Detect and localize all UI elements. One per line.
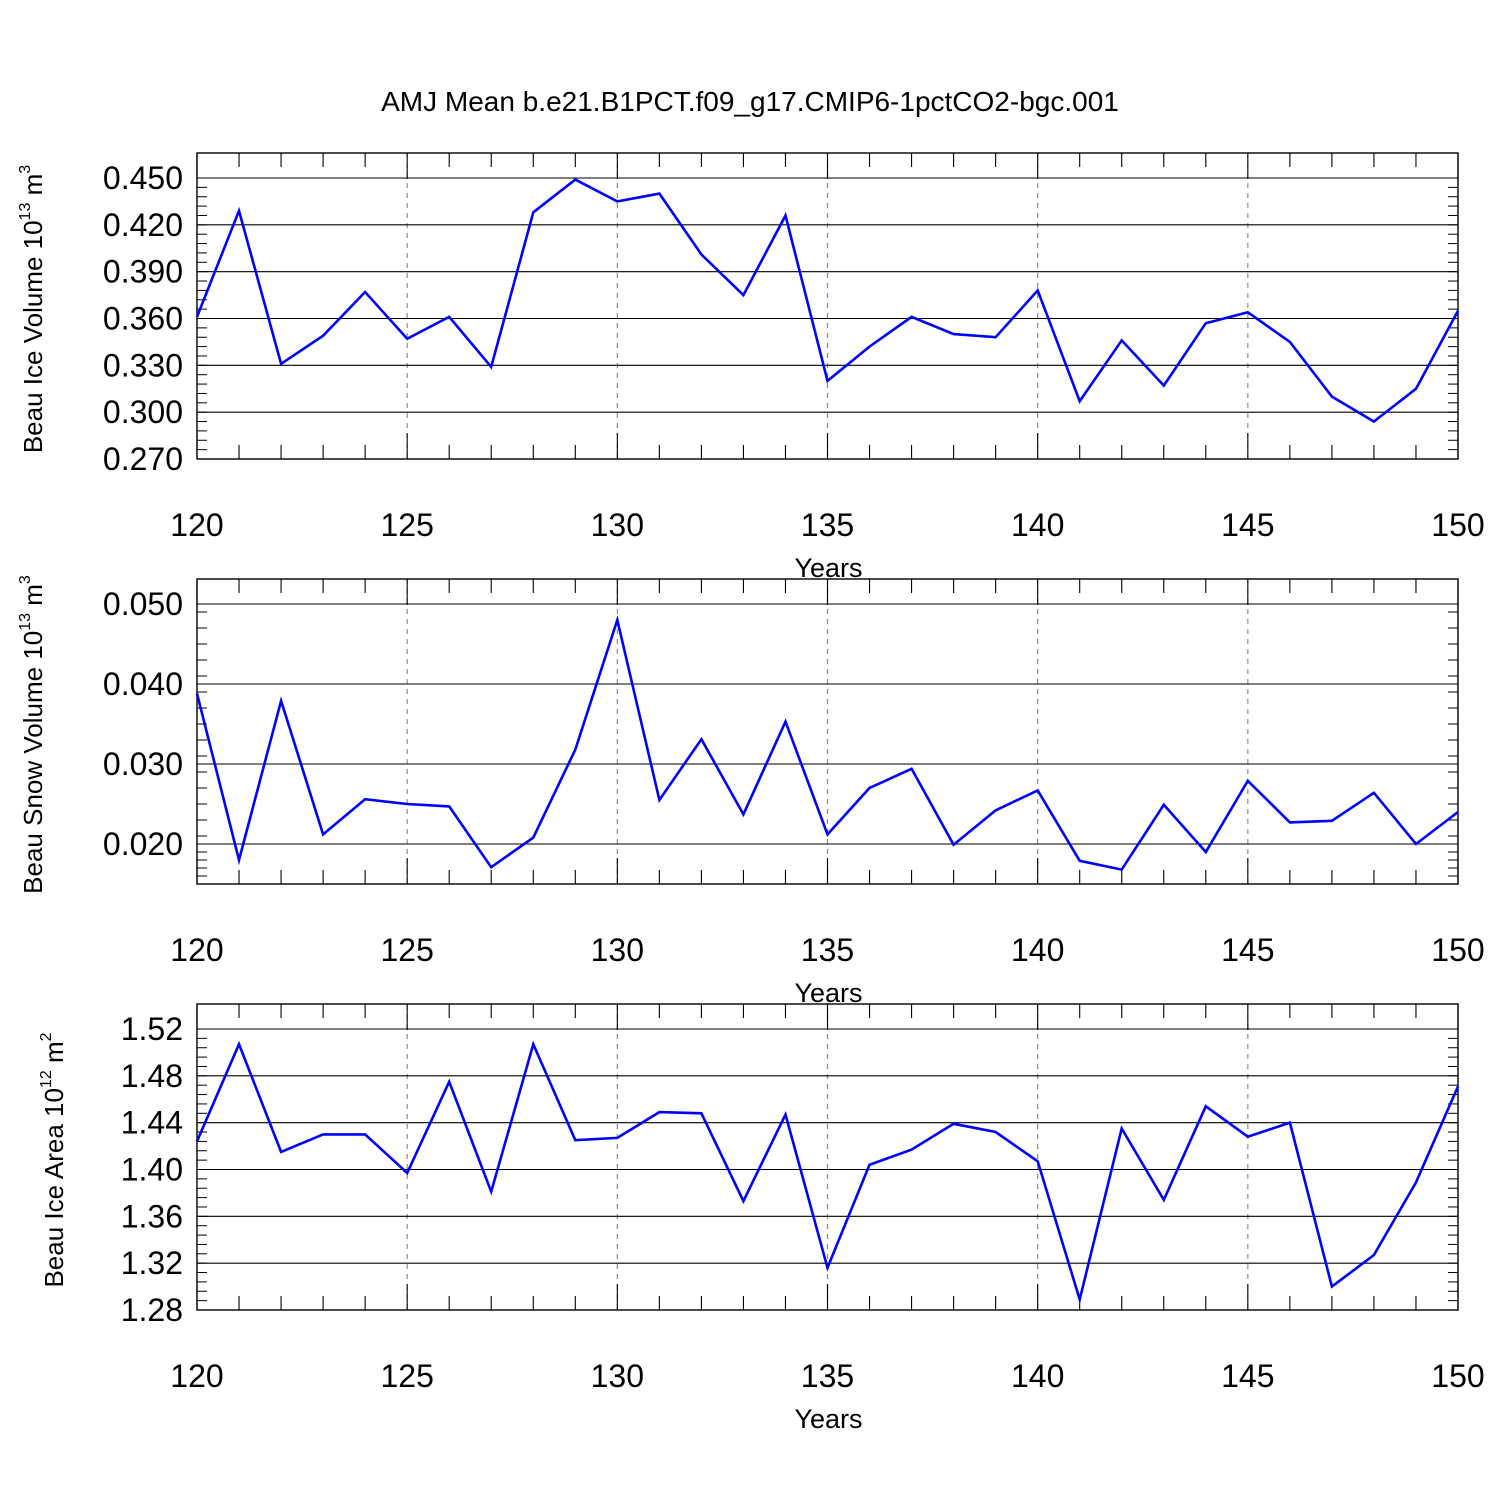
x-tick-label: 150 xyxy=(1431,507,1484,543)
y-tick-label: 1.52 xyxy=(121,1011,183,1047)
x-tick-label: 130 xyxy=(591,1358,644,1394)
y-axis-label-unit-exponent: 3 xyxy=(17,165,34,174)
x-axis-label: Years xyxy=(794,1404,862,1434)
x-tick-label: 120 xyxy=(170,1358,223,1394)
y-axis-label: Beau Ice Volume 1013 m3 xyxy=(17,165,48,453)
y-tick-label: 0.300 xyxy=(103,394,183,430)
y-tick-label: 0.390 xyxy=(103,254,183,290)
y-axis-label: Beau Snow Volume 1013 m3 xyxy=(17,575,48,894)
y-tick-label: 0.420 xyxy=(103,207,183,243)
y-axis-label-text: Beau Ice Volume 10 xyxy=(18,220,48,453)
y-axis-label-unit: m xyxy=(39,1041,69,1070)
y-axis-label-unit-exponent: 2 xyxy=(38,1032,55,1041)
y-axis-label-exponent: 12 xyxy=(38,1070,55,1088)
y-axis-label-text: Beau Snow Volume 10 xyxy=(18,631,48,894)
figure-title: AMJ Mean b.e21.B1PCT.f09_g17.CMIP6-1pctC… xyxy=(381,86,1119,117)
x-tick-label: 140 xyxy=(1011,1358,1064,1394)
x-axis-label: Years xyxy=(794,553,862,583)
y-axis-label-text: Beau Ice Area 10 xyxy=(39,1088,69,1287)
plot-frame xyxy=(196,152,1459,460)
y-tick-label: 0.360 xyxy=(103,301,183,337)
y-tick-label: 0.040 xyxy=(103,666,183,702)
x-tick-label: 140 xyxy=(1011,507,1064,543)
x-tick-label: 130 xyxy=(591,507,644,543)
y-tick-label: 1.32 xyxy=(121,1245,183,1281)
x-tick-label: 135 xyxy=(801,932,854,968)
x-tick-label: 135 xyxy=(801,507,854,543)
y-tick-label: 1.44 xyxy=(121,1105,183,1141)
y-tick-label: 0.050 xyxy=(103,586,183,622)
y-tick-label: 1.40 xyxy=(121,1152,183,1188)
y-axis-label-unit: m xyxy=(18,584,48,613)
x-tick-label: 145 xyxy=(1221,932,1274,968)
y-tick-label: 1.36 xyxy=(121,1198,183,1234)
y-tick-label: 0.270 xyxy=(103,441,183,477)
x-tick-label: 125 xyxy=(380,1358,433,1394)
x-tick-label: 150 xyxy=(1431,932,1484,968)
y-axis-label-exponent: 13 xyxy=(17,613,34,631)
y-tick-label: 1.28 xyxy=(121,1292,183,1328)
y-axis-label-unit-exponent: 3 xyxy=(17,575,34,584)
panel-3: 120 125 130 135 140 145 150 1.28 1.32 1.36 1.40 1.4… xyxy=(38,1003,1485,1434)
x-tick-label: 140 xyxy=(1011,932,1064,968)
y-tick-label: 0.450 xyxy=(103,160,183,196)
y-axis-label-unit: m xyxy=(18,174,48,203)
x-tick-label: 150 xyxy=(1431,1358,1484,1394)
panel-1: 120 125 130 135 140 145 150 0.270 0.300 0.330 0.36… xyxy=(17,152,1485,583)
y-tick-label: 0.330 xyxy=(103,347,183,383)
plot-frame xyxy=(196,578,1459,885)
y-tick-label: 1.48 xyxy=(121,1058,183,1094)
x-tick-label: 120 xyxy=(170,507,223,543)
x-tick-label: 135 xyxy=(801,1358,854,1394)
x-tick-label: 125 xyxy=(380,932,433,968)
panel-2: 120 125 130 135 140 145 150 0.020 0.030 0.040 0.05… xyxy=(17,575,1485,1008)
y-axis-label: Beau Ice Area 1012 m2 xyxy=(38,1032,69,1287)
x-axis-label: Years xyxy=(794,978,862,1008)
x-tick-label: 145 xyxy=(1221,1358,1274,1394)
x-tick-label: 145 xyxy=(1221,507,1274,543)
x-tick-label: 125 xyxy=(380,507,433,543)
series-line xyxy=(195,1040,1460,1305)
y-tick-label: 0.020 xyxy=(103,826,183,862)
plot-frame xyxy=(196,1003,1459,1311)
y-tick-label: 0.030 xyxy=(103,746,183,782)
x-tick-label: 130 xyxy=(591,932,644,968)
x-tick-label: 120 xyxy=(170,932,223,968)
y-axis-label-exponent: 13 xyxy=(17,203,34,221)
series-line xyxy=(195,615,1459,872)
